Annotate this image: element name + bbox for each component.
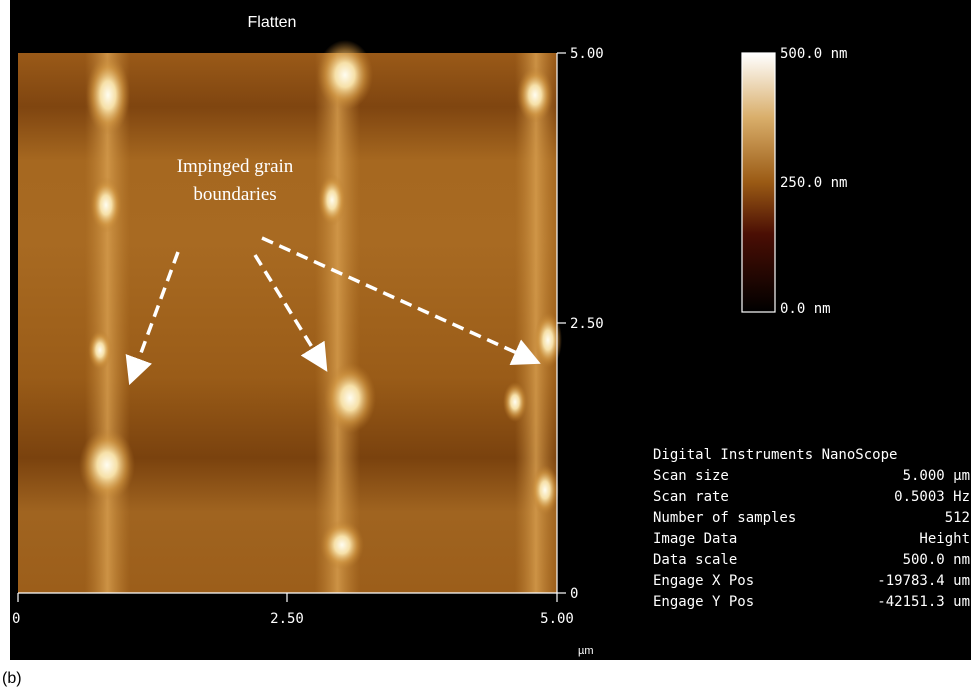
x-tick-label: 5.00: [540, 611, 574, 627]
info-header: Digital Instruments NanoScope: [653, 447, 897, 463]
info-label: Data scale: [653, 552, 737, 568]
info-value: -19783.4 um: [877, 573, 970, 589]
title: Flatten: [248, 14, 297, 31]
y-tick-label: 5.00: [570, 46, 604, 62]
y-tick-label: 0: [570, 586, 578, 602]
x-axis-unit: µm: [578, 645, 594, 657]
x-tick-label: 2.50: [270, 611, 304, 627]
info-label: Engage Y Pos: [653, 594, 754, 610]
info-label: Image Data: [653, 531, 737, 547]
color-scale-label: 250.0 nm: [780, 175, 847, 191]
x-tick-label: 0: [12, 611, 20, 627]
info-label: Scan rate: [653, 489, 729, 505]
page: Flatten Impinged grain boundaries 5.00 2…: [0, 0, 971, 687]
color-scale-label: 0.0 nm: [780, 301, 831, 317]
afm-figure: Flatten Impinged grain boundaries 5.00 2…: [0, 0, 971, 687]
afm-image: [18, 40, 562, 593]
color-scale: [742, 53, 775, 312]
annotation: Impinged grain: [177, 156, 294, 177]
info-label: Scan size: [653, 468, 729, 484]
y-tick-label: 2.50: [570, 316, 604, 332]
info-value: Height: [919, 531, 970, 547]
annotation: boundaries: [193, 184, 276, 205]
info-label: Number of samples: [653, 510, 796, 526]
info-value: 512: [945, 510, 970, 526]
info-value: -42151.3 um: [877, 594, 970, 610]
panel-label: (b): [2, 670, 22, 687]
info-value: 500.0 nm: [903, 552, 970, 568]
info-value: 0.5003 Hz: [894, 489, 970, 505]
info-label: Engage X Pos: [653, 573, 754, 589]
info-value: 5.000 µm: [903, 468, 970, 484]
color-scale-label: 500.0 nm: [780, 46, 847, 62]
